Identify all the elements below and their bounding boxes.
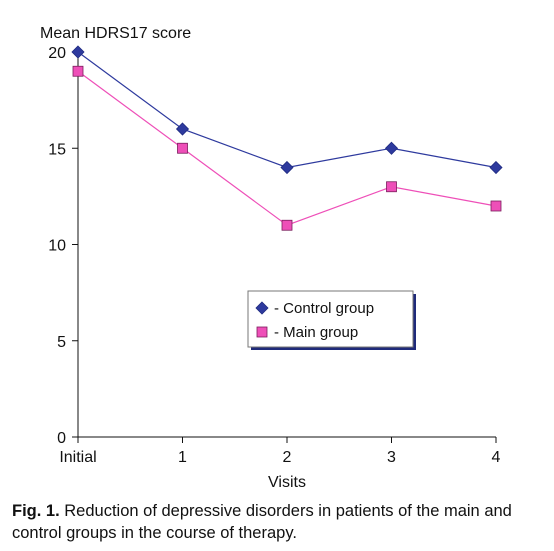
data-point-square [491, 201, 501, 211]
caption-label: Fig. 1. [12, 502, 60, 520]
data-point-square [387, 182, 397, 192]
data-point-diamond [281, 162, 293, 174]
y-tick-label: 15 [48, 141, 66, 158]
x-tick-label: 4 [492, 449, 501, 466]
data-point-square [282, 220, 292, 230]
y-tick-label: 0 [57, 430, 66, 447]
series-line [78, 71, 496, 225]
data-point-square [178, 143, 188, 153]
y-axis-title: Mean HDRS17 score [40, 25, 191, 42]
chart-canvas: Mean HDRS17 score 0 5 10 15 20 Initial 1 2 3 4 V… [0, 0, 554, 490]
x-tick-label: Initial [59, 449, 96, 466]
y-tick-label: 10 [48, 238, 66, 255]
data-point-square [73, 66, 83, 76]
line-chart: Mean HDRS17 score 0 5 10 15 20 Initial 1 2 3 4 V… [0, 0, 554, 490]
x-axis-ticks: Initial 1 2 3 4 [59, 437, 500, 466]
y-axis-ticks: 0 5 10 15 20 [48, 45, 78, 447]
legend-label: - Control group [274, 300, 374, 317]
data-point-diamond [386, 142, 398, 154]
figure-caption: Fig. 1. Reduction of depressive disorder… [12, 500, 542, 544]
legend-label: - Main group [274, 324, 358, 341]
y-tick-label: 5 [57, 334, 66, 351]
legend: - Control group - Main group [248, 291, 416, 350]
legend-marker-square [257, 327, 267, 337]
series-layer [72, 46, 502, 230]
data-point-diamond [72, 46, 84, 58]
data-point-diamond [490, 162, 502, 174]
x-axis-title: Visits [268, 474, 306, 490]
series-line [78, 52, 496, 168]
x-tick-label: 3 [387, 449, 396, 466]
caption-text: Reduction of depressive disorders in pat… [12, 502, 512, 542]
data-point-diamond [177, 123, 189, 135]
x-tick-label: 2 [283, 449, 292, 466]
x-tick-label: 1 [178, 449, 187, 466]
y-tick-label: 20 [48, 45, 66, 62]
